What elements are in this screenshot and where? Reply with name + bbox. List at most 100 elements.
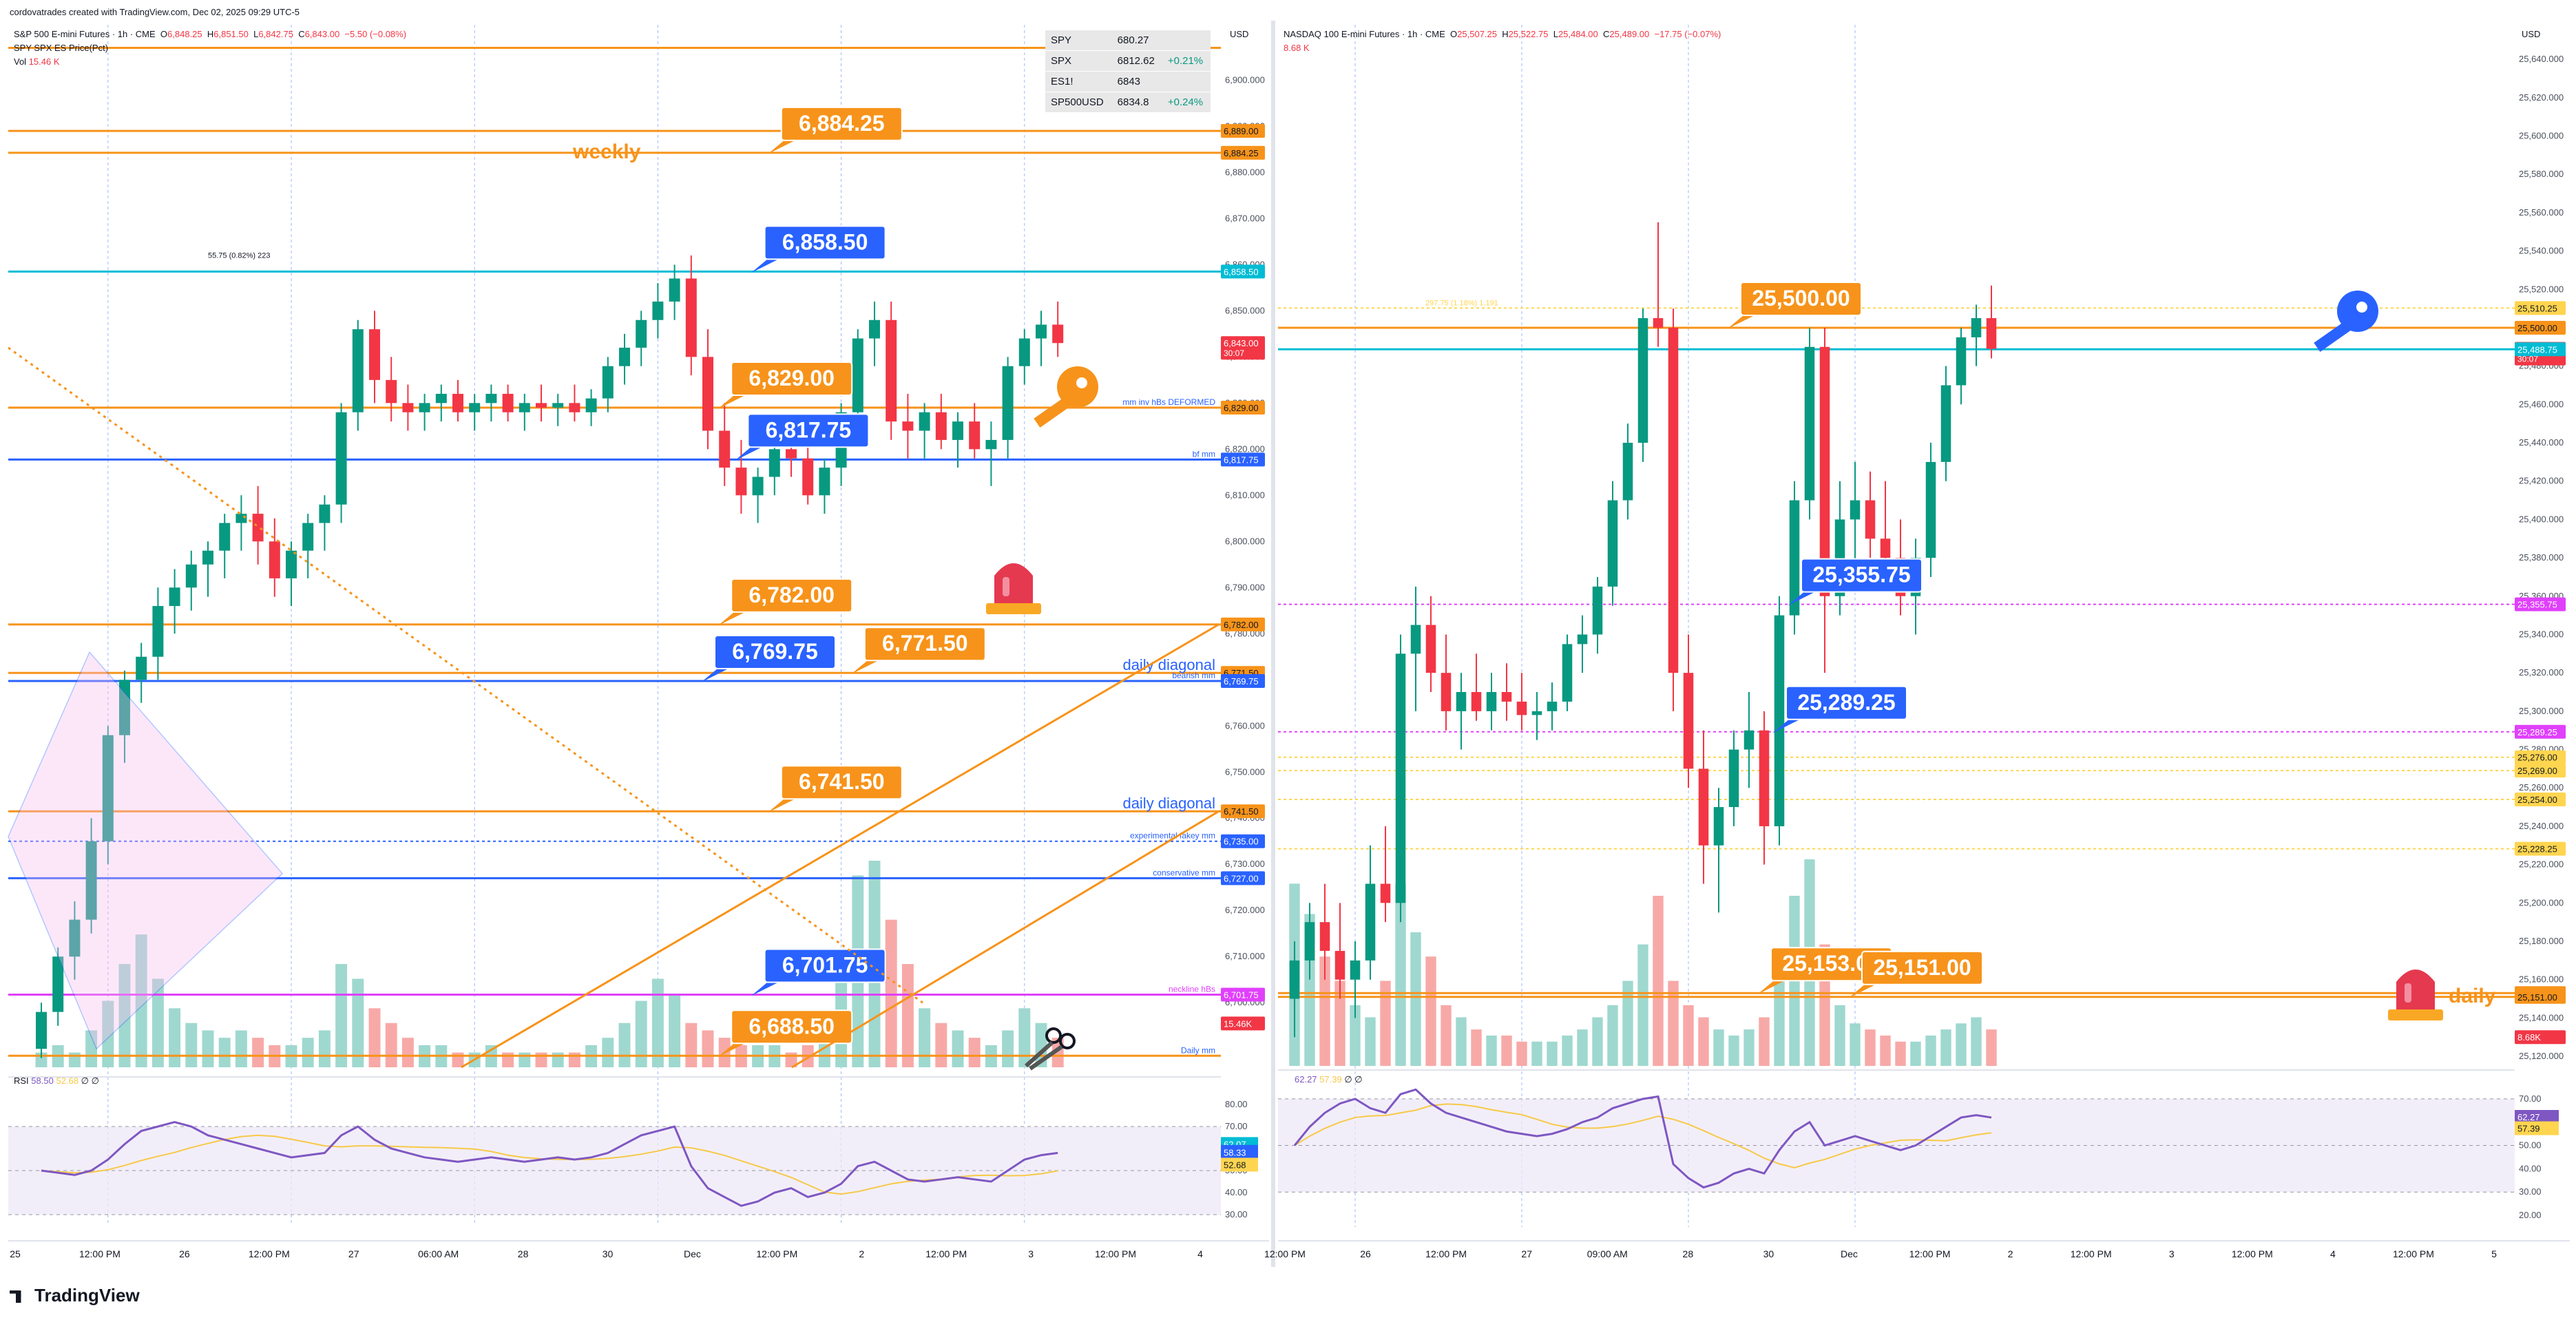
es-candle-body	[952, 421, 963, 440]
es-x-tick-label: 12:00 PM	[79, 1248, 121, 1259]
nq-y-tick-label: 25,520.000	[2519, 284, 2564, 294]
nq-rsi-tick-label: 20.00	[2519, 1210, 2542, 1220]
nq-level-label: daily	[2449, 985, 2496, 1007]
right-rsi-na2: ∅	[1354, 1074, 1363, 1085]
es-volume-bar	[602, 1038, 614, 1067]
es-rsi-tag	[1221, 1157, 1258, 1172]
es-callout-text: 6,701.75	[782, 952, 868, 977]
es-y-tick-label: 6,880.000	[1225, 167, 1265, 177]
es-rsi-tick-label: 70.00	[1225, 1121, 1248, 1131]
nq-callout-pointer	[1772, 719, 1800, 733]
nq-candle-body	[1562, 644, 1573, 702]
es-volume-bar	[185, 1023, 198, 1067]
scissors-icon	[1024, 1027, 1076, 1071]
es-volume-bar	[252, 1038, 264, 1067]
nq-candle-body	[1501, 692, 1512, 702]
es-callout-pointer	[734, 447, 762, 461]
left-rsi-legend[interactable]: RSI 58.50 52.68 ∅ ∅	[14, 1076, 99, 1087]
es-axis-tag-text: 6,735.00	[1224, 837, 1259, 847]
nq-y-tick-label: 25,600.000	[2519, 131, 2564, 141]
nq-level-label: 297.75 (1.18%) 1,191	[1425, 299, 1498, 307]
left-volume-legend[interactable]: Vol 15.46 K	[14, 56, 60, 67]
es-volume-bar	[651, 978, 664, 1067]
es-callout-pointer	[751, 982, 779, 996]
es-level-label: weekly	[572, 140, 641, 163]
left-vol-value: 15.46 K	[28, 56, 60, 67]
es-candle-body	[185, 564, 197, 588]
es-callout-text: 6,884.25	[799, 111, 885, 136]
es-candle-body	[52, 956, 64, 1012]
left-rsi-label: RSI	[14, 1076, 29, 1086]
es-volume-bar	[669, 993, 681, 1067]
nq-volume-bar	[1547, 1041, 1558, 1066]
nq-axis-tag-text: 25,269.00	[2517, 766, 2557, 776]
es-callout-text: 6,771.50	[882, 631, 968, 656]
nq-axis-tag-text: 25,151.00	[2517, 992, 2557, 1003]
siren-icon	[986, 603, 1041, 614]
es-candle-body	[786, 449, 797, 459]
es-axis-tag-text: 6,884.25	[1224, 148, 1259, 158]
es-y-tick-label: 6,870.000	[1225, 213, 1265, 223]
es-axis-tag-text: 6,843.00	[1224, 338, 1259, 348]
siren-icon	[986, 563, 1041, 614]
es-candle-body	[335, 412, 347, 505]
right-rsi-legend[interactable]: 62.27 57.39 ∅ ∅	[1295, 1074, 1363, 1085]
nq-candle-body	[1743, 730, 1755, 750]
wl-change	[1162, 30, 1211, 51]
es-axis-tag-text: 6,727.00	[1224, 873, 1259, 883]
es-axis-tag-text: 6,817.75	[1224, 454, 1259, 465]
watchlist-row[interactable]: SPX 6812.62 +0.21%	[1045, 50, 1211, 72]
wl-symbol: SPX	[1045, 50, 1112, 72]
es-y-tick-label: 6,710.000	[1225, 951, 1265, 961]
es-candle-body	[69, 919, 81, 957]
es-callout-text: 6,817.75	[766, 417, 852, 442]
es-volume-bar	[919, 1008, 931, 1067]
siren-icon	[2405, 983, 2411, 1003]
nq-y-tick-label: 25,160.000	[2519, 974, 2564, 985]
nq-candle-body	[1713, 807, 1724, 846]
es-candle-body	[719, 430, 731, 468]
es-callout-box	[714, 634, 836, 669]
nq-candle-body	[1319, 922, 1330, 951]
es-y-tick-label: 6,800.000	[1225, 536, 1265, 546]
es-candle-body	[886, 319, 897, 422]
es-volume-bar	[169, 1008, 181, 1067]
nq-axis-tag-text: 25,276.00	[2517, 753, 2557, 763]
left-compare-label[interactable]: SPY SPX ES Price(Pct)	[14, 43, 109, 53]
es-x-tick-label: 30	[603, 1248, 614, 1259]
right-vol-value[interactable]: 8.68 K	[1284, 43, 1310, 53]
wl-price: 6843	[1111, 71, 1162, 92]
nq-axis-tag	[2515, 301, 2566, 315]
es-callout-box	[731, 362, 853, 397]
es-candle-body	[219, 523, 231, 551]
nq-y-tick-label: 25,380.000	[2519, 552, 2564, 563]
nq-callout-pointer	[1788, 591, 1815, 606]
nq-axis-tag	[2515, 320, 2566, 335]
es-candle-body	[1052, 324, 1064, 344]
es-candle-body	[669, 278, 680, 302]
es-candle-body	[402, 403, 414, 412]
es-axis-tag	[1221, 617, 1265, 631]
nq-volume-bar	[1683, 1005, 1694, 1066]
nq-volume-bar	[1486, 1035, 1497, 1066]
es-x-tick-label: 26	[179, 1248, 190, 1259]
nq-y-tick-label: 25,300.000	[2519, 706, 2564, 716]
es-x-tick-label: Dec	[684, 1248, 701, 1259]
watchlist-row[interactable]: ES1! 6843	[1045, 71, 1211, 92]
watchlist-row[interactable]: SP500USD 6834.8 +0.24%	[1045, 92, 1211, 113]
nq-volume-bar	[1456, 1017, 1467, 1066]
left-rsi-na1: ∅	[81, 1076, 89, 1086]
watchlist-table: SPY 680.27 SPX 6812.62 +0.21% ES1! 6843 SP50…	[1045, 30, 1211, 113]
es-callout-text: 6,741.50	[799, 769, 885, 794]
nq-candle-body	[1819, 346, 1830, 596]
watchlist-row[interactable]: SPY 680.27	[1045, 30, 1211, 51]
nq-x-tick-label: 12:00 PM	[1425, 1248, 1467, 1259]
es-level-label: Daily mm	[1181, 1045, 1215, 1055]
nq-axis-tag-text: 25,500.00	[2517, 323, 2557, 333]
nq-candle-body	[1986, 318, 1997, 349]
left-vol-label: Vol	[14, 56, 27, 67]
es-daily-diagonal-line	[461, 623, 1219, 1069]
nq-candle-body	[1728, 749, 1739, 808]
nq-volume-bar	[1425, 956, 1436, 1066]
